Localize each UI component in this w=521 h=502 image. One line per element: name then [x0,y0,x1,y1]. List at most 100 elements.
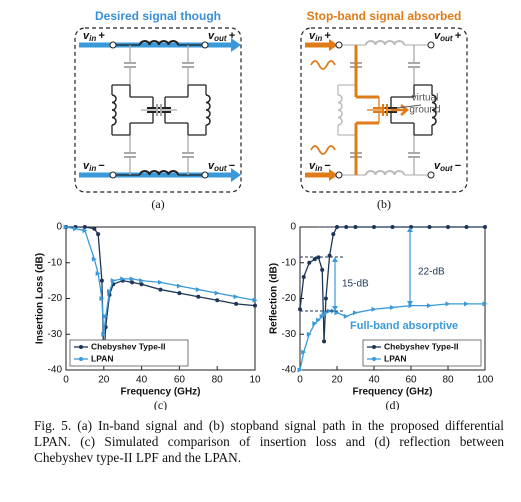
y-tick-label: 0 [56,222,62,233]
legend-marker [372,357,376,361]
marker [120,276,126,282]
marker [344,225,349,229]
marker [82,225,87,229]
marker [320,267,325,272]
label-sign: − [455,160,462,172]
marker [106,288,112,294]
label-sub: out [214,34,227,43]
label-sign: − [98,160,105,172]
signal-arrow-head [329,169,338,181]
marker [482,301,488,307]
marker [316,317,321,323]
marker [331,232,336,237]
marker [252,297,258,303]
marker [335,225,339,229]
marker [327,308,333,314]
marker [158,287,163,292]
marker [253,303,257,308]
label-sub: out [214,164,227,173]
terminal-label: vout − [208,160,236,173]
marker [301,275,306,280]
signal-arrow-head [329,39,338,51]
inductor [139,40,179,46]
marker [427,225,432,229]
y-tick-label: 0 [290,222,296,233]
figure-caption: Fig. 5. (a) In-band signal and (b) stopb… [34,418,504,465]
y-tick-label: -20 [282,293,297,304]
label-sub: in [315,34,322,43]
wave-icon [310,60,336,70]
label-sign: + [455,30,462,42]
label-sign: − [324,160,331,172]
marker [330,308,336,314]
marker [158,279,163,285]
marker [464,225,469,229]
x-axis-label: Frequency (GHz) [352,387,432,398]
legend-box [362,339,482,367]
label-var: v [309,30,316,42]
label-sign: + [229,30,236,42]
absorb-arrow [391,104,409,116]
marker [312,257,317,262]
terminal [427,41,435,49]
marker [334,310,340,316]
terminal-label: vin + [83,30,105,43]
terminal [109,171,117,179]
terminal [201,41,209,49]
series-line [65,226,256,335]
marker [195,287,201,293]
wave-icon [310,145,336,155]
panel-a-caption: (a) [151,197,164,211]
x-tick-label: 40 [136,375,148,386]
panel-caption: (c) [154,398,167,410]
x-tick-label: 80 [442,375,454,386]
label-var: v [434,160,441,172]
panel-a-title: Desired signal though [95,9,221,23]
inductor [111,94,117,126]
marker [390,225,395,229]
panel-caption: (d) [386,398,400,410]
annotation: Full-band absorptive [350,320,458,332]
inductor [431,94,437,126]
x-tick-label: 80 [212,375,224,386]
terminal [335,171,343,179]
annotation: 15-dB [342,279,369,290]
note-line: virtual [412,93,439,104]
note-line: ground [409,105,440,116]
marker [464,301,469,307]
marker [343,313,349,319]
marker [307,260,312,265]
label-var: v [309,160,316,172]
marker [139,282,144,287]
marker [316,255,321,260]
label-sub: in [315,164,322,173]
panel-b-title: Stop-band signal absorbed [307,9,462,23]
marker [446,225,450,229]
x-tick-label: 20 [98,375,110,386]
legend-label: Chebyshev Type-II [384,341,458,351]
marker [445,301,451,307]
marker [301,349,307,355]
marker [196,294,201,299]
y-axis-label: Reflection (dB) [269,263,280,334]
marker [99,278,104,283]
marker [297,367,303,373]
signal-arrow-head [231,168,241,182]
x-tick-label: 10 [249,375,261,386]
x-tick-label: 100 [477,375,494,386]
y-tick-label: -10 [282,257,297,268]
label-sub: out [440,164,453,173]
terminal-label: vin − [309,160,331,173]
legend-marker [372,345,376,349]
panel-b-caption: (b) [377,197,391,211]
marker [214,290,220,296]
marker [95,270,101,276]
signal-arrow-head [231,38,241,52]
terminal-label: vin + [309,30,331,43]
x-tick-label: 60 [405,375,417,386]
marker [99,296,105,301]
label-var: v [83,30,90,42]
marker [177,291,182,296]
marker [234,301,239,306]
marker [323,310,329,316]
